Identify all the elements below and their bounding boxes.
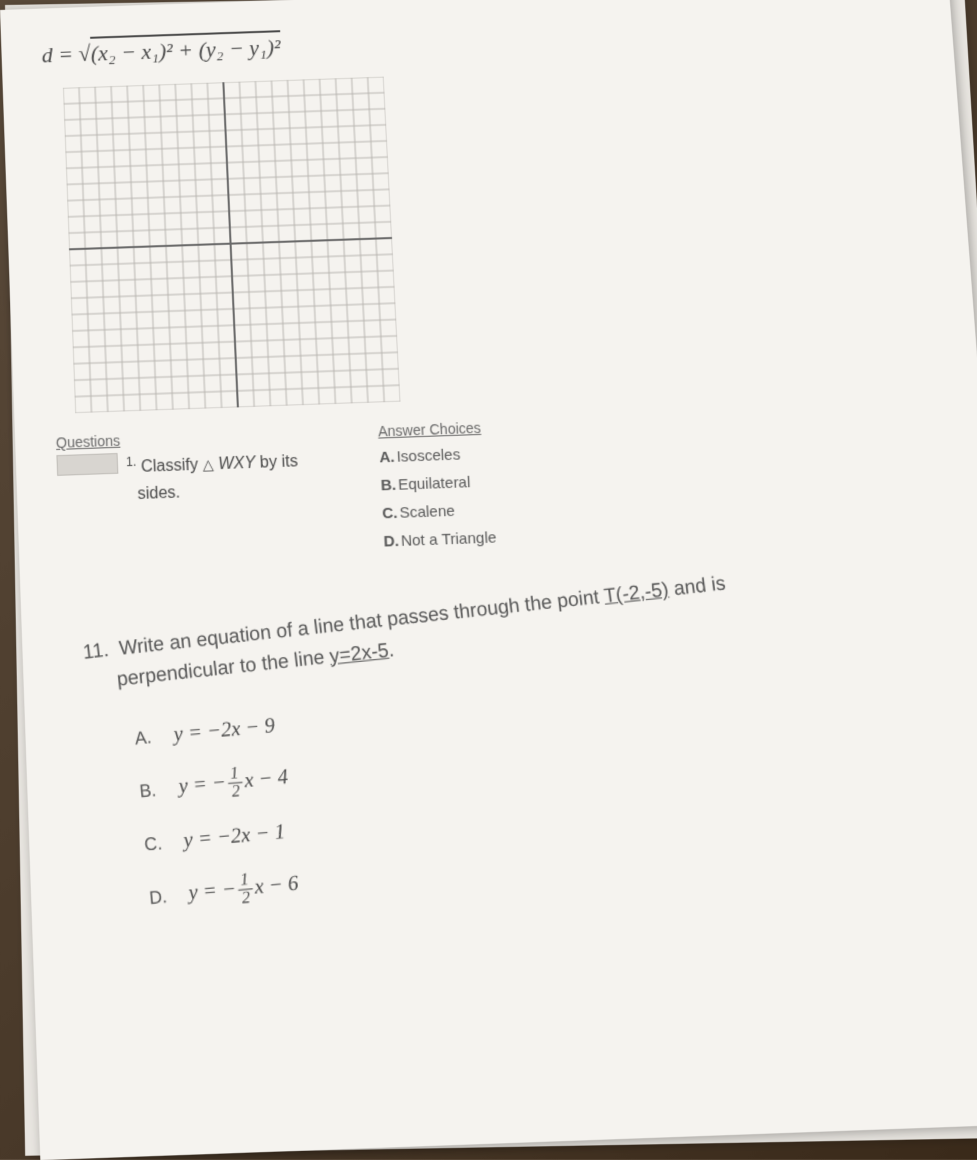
choice-letter: D. [383, 532, 399, 550]
answer-blank[interactable] [56, 453, 118, 476]
option-expression: y = −12x − 4 [177, 761, 290, 806]
q1-suffix: by its [259, 453, 298, 472]
questions-column: Questions 1. Classify △ WXY by its sides… [56, 426, 300, 511]
answer-choice-A[interactable]: A.Isosceles [379, 440, 493, 472]
answer-choice-C[interactable]: C.Scalene [381, 496, 495, 528]
q1-number: 1. [126, 454, 137, 469]
option-letter: C. [144, 832, 167, 855]
q11-options: A. y = −2x − 9 B. y = −12x − 4 C. y = −2x − 1… [62, 653, 977, 923]
question-answer-section: Questions 1. Classify △ WXY by its sides… [56, 403, 950, 567]
choice-letter: C. [382, 504, 398, 522]
option-letter: B. [139, 779, 162, 802]
formula-radicand: (x₂ − x₁)² + (y₂ − y₁)² [90, 30, 281, 67]
choice-text: Scalene [399, 502, 455, 522]
question-1-text: 1. Classify △ WXY by its sides. [126, 447, 300, 509]
choice-text: Not a Triangle [400, 529, 496, 550]
answer-choice-B[interactable]: B.Equilateral [380, 468, 494, 500]
distance-formula: d = √(x₂ − x₁)² + (y₂ − y₁)² [41, 8, 913, 68]
sqrt-symbol: √ [78, 41, 91, 67]
worksheet-paper: d = √(x₂ − x₁)² + (y₂ − y₁)² Questions 1… [0, 0, 977, 1160]
choice-letter: B. [380, 476, 396, 494]
q11-number: 11. [82, 635, 116, 668]
q11-text2: and is [672, 573, 726, 600]
option-expression: y = −2x − 1 [183, 820, 287, 854]
option-expression: y = −2x − 9 [173, 714, 276, 747]
q1-prefix: Classify [141, 457, 199, 477]
choice-letter: A. [379, 448, 395, 466]
grid-svg [63, 77, 401, 414]
q11-point: T(-2,-5) [603, 579, 670, 608]
coordinate-grid [63, 58, 938, 413]
option-letter: D. [148, 886, 171, 909]
fraction: 12 [236, 871, 254, 908]
q11-line-eq: y=2x-5 [328, 639, 389, 667]
fraction: 12 [226, 765, 244, 801]
option-expression: y = −12x − 6 [187, 867, 300, 912]
option-letter: A. [134, 726, 156, 749]
triangle-symbol: △ [202, 456, 214, 473]
choice-text: Equilateral [398, 474, 471, 494]
choice-text: Isosceles [396, 446, 461, 466]
question-1-row: 1. Classify △ WXY by its sides. [56, 447, 299, 511]
answers-column: Answer Choices A.IsoscelesB.EquilateralC… [378, 419, 498, 556]
answer-choice-D[interactable]: D.Not a Triangle [383, 524, 497, 556]
formula-lhs: d = [41, 41, 73, 67]
answer-choices-list: A.IsoscelesB.EquilateralC.ScaleneD.Not a… [379, 440, 498, 556]
q1-line2: sides. [137, 484, 180, 503]
triangle-name: WXY [218, 455, 256, 474]
answers-header: Answer Choices [378, 419, 491, 439]
